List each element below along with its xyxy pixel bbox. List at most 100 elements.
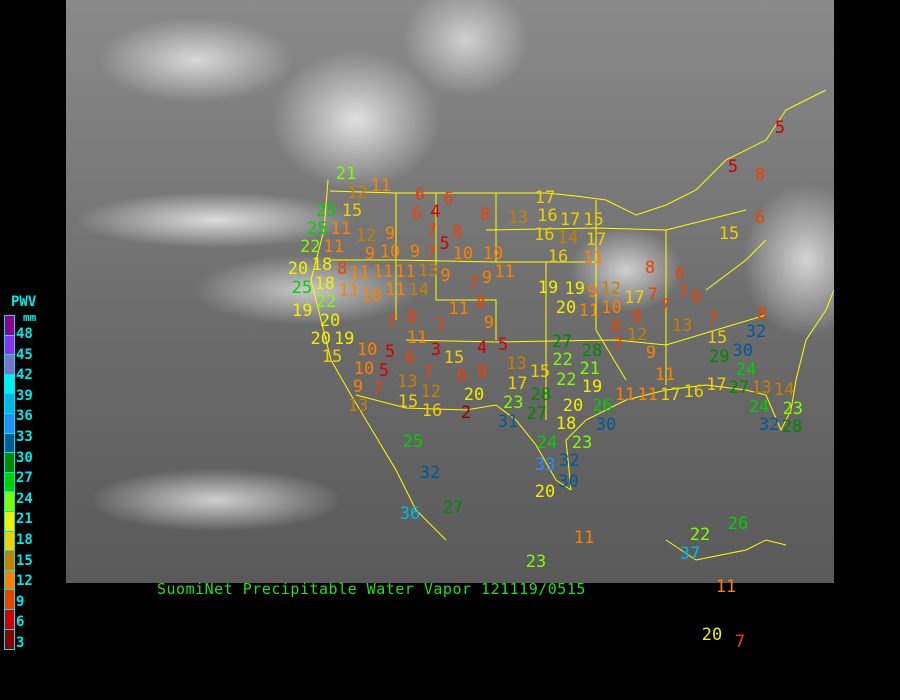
station-pwv-value: 8 [644, 257, 656, 278]
station-pwv-value: 11 [578, 300, 600, 321]
west-coast [310, 179, 447, 541]
station-pwv-value: 28 [581, 340, 603, 361]
legend-swatch [5, 355, 14, 375]
station-pwv-value: 25 [291, 277, 313, 298]
station-pwv-value: 37 [679, 543, 701, 564]
station-pwv-value: 8 [452, 221, 463, 242]
legend-swatch [5, 472, 14, 493]
station-pwv-value: 25 [307, 218, 328, 239]
station-pwv-value: 13 [417, 260, 439, 281]
station-pwv-value: 33 [534, 454, 556, 475]
station-pwv-value: 7 [426, 242, 437, 263]
station-pwv-value: 11 [406, 327, 428, 348]
station-pwv-value: 6 [456, 366, 468, 386]
station-pwv-value: 11 [614, 384, 636, 405]
station-pwv-value: 15 [341, 200, 363, 221]
station-pwv-value: 2 [460, 403, 472, 424]
station-pwv-value: 11 [385, 279, 406, 300]
station-pwv-value: 12 [420, 382, 441, 403]
station-pwv-value: 12 [347, 182, 368, 203]
legend-label: 39 [16, 387, 33, 404]
station-pwv-value: 19 [292, 300, 313, 321]
station-pwv-value: 11 [715, 576, 737, 597]
station-pwv-value: 15 [321, 346, 343, 367]
station-pwv-value: 23 [782, 398, 803, 419]
station-pwv-value: 20 [555, 297, 577, 318]
station-pwv-value: 7 [647, 284, 658, 305]
station-pwv-value: 18 [555, 413, 577, 434]
station-pwv-value: 9 [352, 377, 364, 398]
station-pwv-value: 11 [637, 384, 658, 405]
station-pwv-value: 8 [475, 292, 487, 313]
legend-swatch [5, 335, 14, 356]
station-pwv-value: 5 [378, 360, 390, 381]
legend-label: 6 [16, 614, 25, 631]
station-pwv-value: 7 [435, 315, 446, 336]
legend-label: 36 [16, 408, 33, 425]
legend-swatch [5, 316, 14, 336]
station-pwv-value: 24 [748, 396, 770, 417]
station-pwv-value: 6 [411, 203, 423, 224]
state-line [495, 193, 596, 263]
station-pwv-value: 16 [547, 247, 569, 268]
station-pwv-value: 20 [310, 328, 331, 349]
station-pwv-value: 26 [592, 396, 613, 417]
legend-label: 18 [16, 532, 33, 548]
legend-label: 3 [16, 635, 25, 651]
station-pwv-value: 15 [583, 209, 604, 230]
legend-swatch [5, 590, 14, 610]
station-pwv-value: 8 [754, 164, 766, 185]
legend-label: 9 [16, 593, 25, 610]
station-pwv-value: 27 [551, 331, 573, 352]
station-pwv-value: 9 [645, 343, 657, 363]
station-pwv-value: 15 [706, 327, 728, 348]
station-pwv-value: 27 [728, 377, 750, 398]
station-pwv-value: 9 [384, 223, 396, 244]
station-pwv-value: 23 [571, 432, 593, 453]
station-pwv-value: 27 [442, 497, 464, 518]
station-pwv-value: 10 [353, 359, 375, 380]
station-pwv-value: 7 [612, 334, 624, 355]
station-pwv-value: 19 [564, 278, 585, 299]
station-pwv-value: 7 [386, 311, 398, 332]
station-pwv-value: 17 [706, 374, 727, 395]
state-line [405, 314, 767, 346]
legend-swatch [5, 511, 14, 532]
canada-us-border [329, 89, 827, 216]
image-caption: SuomiNet Precipitable Water Vapor 121119… [157, 580, 586, 598]
station-pwv-value: 11 [372, 261, 394, 282]
station-pwv-value: 23 [503, 393, 524, 413]
station-pwv-value: 11 [494, 261, 515, 282]
legend-unit: mm [23, 311, 37, 324]
station-pwv-value: 10 [482, 243, 504, 264]
station-pwv-value: 17 [559, 210, 581, 231]
station-pwv-value: 14 [557, 228, 578, 249]
station-pwv-value: 16 [421, 400, 443, 421]
station-pwv-value: 13 [397, 371, 418, 392]
station-pwv-value: 27 [526, 404, 547, 424]
station-pwv-value: 5 [497, 335, 509, 355]
station-pwv-value: 6 [443, 188, 454, 209]
station-pwv-value: 7 [426, 220, 438, 241]
station-pwv-value: 12 [626, 324, 648, 345]
station-pwv-value: 10 [379, 241, 401, 262]
station-pwv-value: 6 [691, 286, 702, 307]
legend-swatch [5, 492, 14, 512]
station-pwv-value: 7 [468, 273, 479, 294]
station-pwv-value: 5 [439, 233, 450, 254]
station-pwv-value: 28 [530, 385, 551, 405]
station-pwv-value: 22 [300, 236, 321, 257]
state-line [331, 259, 497, 263]
station-pwv-value: 14 [408, 279, 429, 300]
station-pwv-value: 19 [333, 328, 355, 349]
station-pwv-value: 15 [529, 361, 551, 382]
legend-label: 21 [16, 511, 33, 528]
coastline [665, 539, 787, 561]
station-pwv-value: 30 [595, 415, 617, 436]
station-pwv-value: 8 [479, 204, 491, 225]
legend-swatch [5, 374, 14, 395]
station-pwv-value: 9 [364, 243, 376, 264]
station-pwv-value: 7 [734, 631, 746, 652]
station-pwv-value: 26 [727, 513, 749, 534]
station-pwv-value: 30 [732, 341, 753, 362]
